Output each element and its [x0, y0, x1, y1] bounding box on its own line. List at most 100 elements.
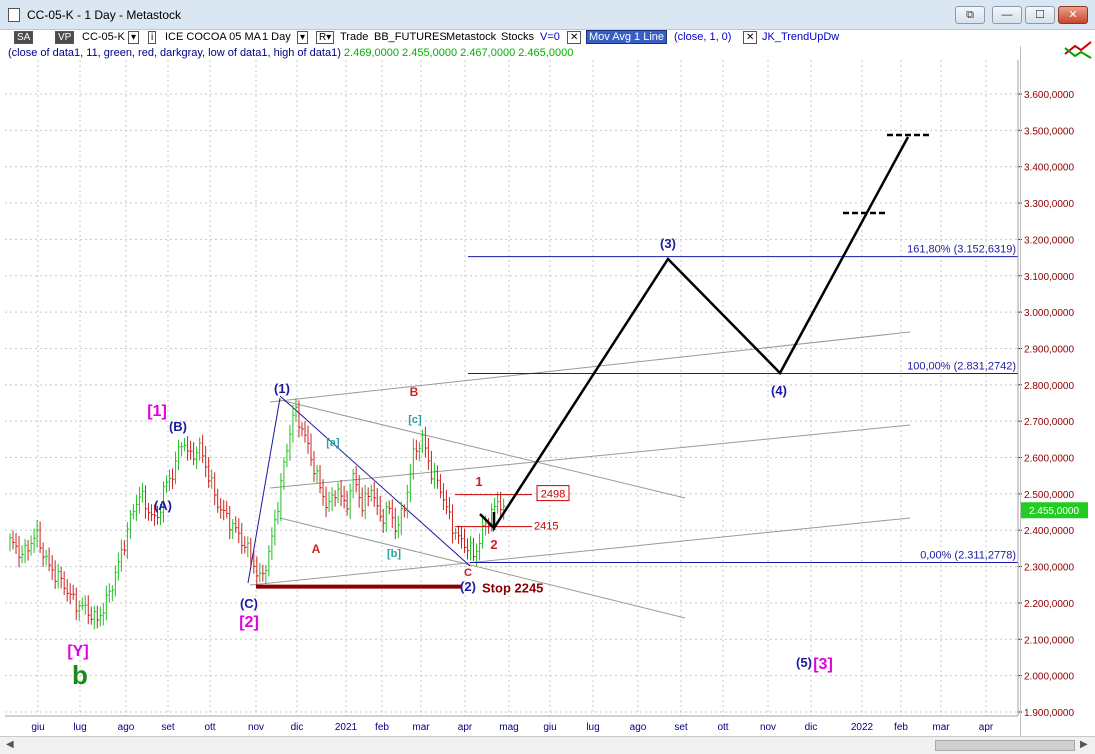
indicator-params: (close of data1, 11, green, red, darkgra… — [8, 47, 341, 59]
indicator-label[interactable]: JK_TrendUpDw — [762, 31, 840, 43]
price-level-label: 2498 — [541, 489, 565, 501]
time-tick-label: nov — [248, 722, 264, 733]
wave-label: 2 — [490, 537, 497, 552]
trend-channel-line — [249, 517, 911, 586]
price-tick-label: 2.800,0000 — [1024, 381, 1074, 392]
price-level-box — [536, 485, 570, 502]
time-tick-label: mar — [412, 722, 430, 733]
wave-label: (3) — [660, 236, 676, 251]
close-button[interactable]: ✕ — [1058, 6, 1088, 24]
chart-toolbar: SA VP CC-05-K ▾ i ICE COCOA 05 MA 1 Day … — [0, 30, 1095, 46]
scroll-left-arrow-icon[interactable]: ◀ — [6, 739, 14, 750]
fibonacci-level-label: 0,00% (2.311,2778) — [920, 549, 1016, 561]
wave-label: [3] — [813, 656, 833, 673]
moving-average-indicator[interactable]: Mov Avg 1 Line — [586, 30, 668, 44]
fibonacci-level-label: 100,00% (2.831,2742) — [907, 360, 1016, 372]
scroll-right-arrow-icon[interactable]: ▶ — [1080, 739, 1088, 750]
wave-label: [c] — [408, 414, 422, 426]
wave-label: (C) — [240, 596, 258, 611]
price-tick-label: 3.500,0000 — [1024, 126, 1074, 137]
fibonacci-level-label: 161,80% (3.152,6319) — [907, 244, 1016, 256]
trend-channel-line — [269, 424, 911, 489]
price-bars — [9, 398, 506, 630]
window-title: CC-05-K - 1 Day - Metastock — [27, 8, 182, 22]
wave-label: (2) — [460, 579, 476, 594]
time-tick-label: apr — [458, 722, 473, 733]
time-tick-label: set — [161, 722, 175, 733]
wave-label: [a] — [326, 437, 340, 449]
remove-ma-close-icon[interactable]: ✕ — [743, 31, 758, 44]
price-tick-label: 2.300,0000 — [1024, 563, 1074, 574]
indicator-legend: (close of data1, 11, green, red, darkgra… — [8, 47, 573, 59]
remove-volume-close-icon[interactable]: ✕ — [567, 31, 582, 44]
wave-label: [Y] — [67, 643, 88, 660]
symbol-label[interactable]: CC-05-K — [82, 31, 125, 43]
wave-label: (5) — [796, 655, 812, 670]
price-level-label: 2415 — [534, 521, 558, 533]
price-tick-label: 3.600,0000 — [1024, 90, 1074, 101]
price-tick-label: 2.600,0000 — [1024, 454, 1074, 465]
asset-label: Stocks — [501, 31, 535, 43]
data-info-icon[interactable]: i — [148, 31, 157, 44]
time-tick-label: nov — [760, 722, 776, 733]
price-tick-label: 3.300,0000 — [1024, 199, 1074, 210]
time-tick-label: giu — [31, 722, 44, 733]
time-tick-label: dic — [805, 722, 818, 733]
projection-start-tick — [479, 513, 495, 529]
time-tick-label: ott — [717, 722, 728, 733]
price-tick-label: 3.200,0000 — [1024, 235, 1074, 246]
price-axis-panel — [1020, 41, 1095, 736]
wave-label: (A) — [154, 498, 172, 513]
chart-grid — [5, 60, 1018, 716]
symbol-description: ICE COCOA 05 MA — [165, 31, 261, 43]
document-icon — [8, 8, 20, 22]
wave-1-line — [247, 397, 281, 584]
indicator-values: 2.469,0000 2.455,0000 2.467,0000 2.465,0… — [343, 47, 574, 59]
interval-label[interactable]: 1 Day — [262, 31, 291, 43]
trade-label[interactable]: Trade — [340, 31, 369, 43]
price-tick-label: 3.400,0000 — [1024, 163, 1074, 174]
price-tick-label: 1.900,0000 — [1024, 708, 1074, 719]
price-tick-label: 2.000,0000 — [1024, 672, 1074, 683]
trend-channel-line — [269, 331, 911, 403]
restore-panel-button[interactable]: ⧉ — [955, 6, 985, 24]
indicator-arrows-icon — [1064, 41, 1092, 59]
scrollbar-thumb[interactable] — [935, 740, 1075, 751]
time-tick-label: ago — [118, 722, 135, 733]
time-tick-label: dic — [291, 722, 304, 733]
time-tick-label: set — [674, 722, 688, 733]
vp-button[interactable]: VP — [55, 31, 75, 44]
minimize-button[interactable]: — — [992, 6, 1022, 24]
wave-label: A — [312, 542, 321, 556]
price-tick-label: 3.000,0000 — [1024, 308, 1074, 319]
wave-label: b — [72, 660, 88, 690]
symbol-dropdown-chevron-icon[interactable]: ▾ — [128, 31, 140, 44]
sa-button[interactable]: SA — [14, 31, 34, 44]
price-tick-label: 2.200,0000 — [1024, 599, 1074, 610]
trend-channel-line — [279, 395, 471, 567]
trend-channel-line — [279, 517, 686, 619]
interval-dropdown-chevron-icon[interactable]: ▾ — [297, 31, 309, 44]
chart-overlays: 161,80% (3.152,6319) 100,00% (2.831,2742)… — [67, 133, 1088, 690]
price-tick-label: 3.100,0000 — [1024, 272, 1074, 283]
time-axis: giu lug ago set ott nov dic 2021 feb mar apr mag giu… — [5, 715, 1018, 733]
moving-average-params: (close, 1, 0) — [674, 31, 732, 43]
time-tick-label: ago — [630, 722, 647, 733]
volume-setting: V=0 — [540, 31, 560, 43]
wave-label: (4) — [771, 383, 787, 398]
horizontal-scrollbar[interactable]: ◀ ▶ — [0, 736, 1095, 754]
trend-channel-line — [279, 399, 686, 499]
refresh-dropdown-icon[interactable]: R▾ — [316, 31, 335, 44]
price-tick-label: 2.500,0000 — [1024, 490, 1074, 501]
price-tick-label: 2.900,0000 — [1024, 344, 1074, 355]
wave-label: C — [464, 567, 472, 579]
maximize-button[interactable]: ☐ — [1025, 6, 1055, 24]
wave-label: [1] — [147, 403, 167, 420]
window-titlebar: CC-05-K - 1 Day - Metastock ⧉ — ☐ ✕ — [0, 0, 1095, 30]
price-tick-label: 2.100,0000 — [1024, 635, 1074, 646]
wave-label: B — [410, 385, 419, 399]
account-label: BB_FUTURES — [374, 31, 447, 43]
wave-label: (1) — [274, 381, 290, 396]
wave-label: [2] — [239, 614, 259, 631]
